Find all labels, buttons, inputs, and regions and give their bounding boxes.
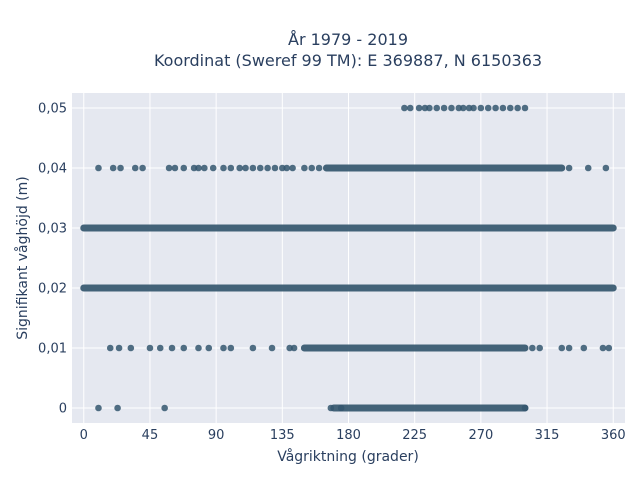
data-point [227,164,235,172]
data-point [337,404,345,412]
data-point [499,104,507,112]
chart-title-line1: År 1979 - 2019 [288,30,408,49]
data-point [602,164,610,172]
y-tick-label: 0,03 [38,222,67,237]
data-point [242,164,249,172]
data-point [401,104,408,112]
data-point [514,104,521,112]
data-point [264,164,271,172]
data-point [249,344,257,352]
data-point [584,164,592,172]
data-point [109,164,117,172]
x-tick-label: 0 [80,428,88,443]
chart-title-line2: Koordinat (Sweref 99 TM): E 369887, N 61… [154,51,542,70]
data-point [171,164,179,172]
data-point [161,404,168,412]
x-tick-label: 135 [270,428,295,443]
data-point [180,164,188,172]
x-tick-label: 360 [601,428,626,443]
x-tick-label: 270 [468,428,493,443]
data-point [165,164,173,172]
x-tick-label: 315 [535,428,560,443]
data-point [271,164,279,172]
y-tick-label: 0 [59,402,67,417]
data-point [283,164,291,172]
data-point [209,164,217,172]
data-point [236,164,243,172]
data-point [131,164,139,172]
data-point [521,104,529,112]
data-point [139,164,146,172]
data-point [268,344,276,352]
data-point [492,104,499,112]
data-point [95,404,102,412]
y-tick-label: 0,01 [38,342,67,357]
data-point [290,344,298,352]
data-point [95,164,102,172]
data-point [289,164,296,172]
data-point [470,104,477,112]
x-tick-label: 90 [208,428,225,443]
x-tick-label: 45 [142,428,159,443]
x-axis-title: Vågriktning (grader) [277,448,419,465]
data-point [536,344,543,352]
data-point [301,164,308,172]
data-point [580,344,588,352]
data-point [605,344,613,352]
data-point [484,104,492,112]
data-point [529,344,536,352]
y-tick-label: 0,04 [38,162,67,177]
data-point [415,104,423,112]
data-point [426,104,433,112]
y-axis-title: Signifikant våghöjd (m) [14,176,31,339]
data-point [205,344,213,352]
data-point [406,104,414,112]
data-point [106,344,114,352]
data-point [146,344,154,352]
data-point [115,344,123,352]
data-point [440,104,448,112]
data-point [433,104,441,112]
data-point [195,164,202,172]
data-point [565,164,573,172]
data-point [220,344,227,352]
data-point [327,404,335,412]
data-point [195,344,202,352]
data-point [117,164,124,172]
data-point [168,344,176,352]
data-point [448,104,455,112]
data-point [308,164,316,172]
data-point [459,104,467,112]
data-point [599,344,607,352]
x-tick-label: 225 [402,428,427,443]
data-point [521,404,529,412]
plot-area: 0 45 90 135 180 225 270 315 360 0 0,01 0,02 0,03 0,04… [38,93,626,443]
data-point [506,104,514,112]
data-point [156,344,164,352]
x-tick-label: 180 [336,428,361,443]
data-point [201,164,208,172]
data-point [315,164,323,172]
data-point [127,344,135,352]
y-tick-label: 0,05 [38,102,67,117]
data-point [180,344,188,352]
data-point [249,164,257,172]
data-point [477,104,485,112]
y-tick-label: 0,02 [38,282,67,297]
data-point [558,344,566,352]
data-point [220,164,227,172]
data-point [227,344,235,352]
data-point [565,344,573,352]
data-point [256,164,264,172]
data-point [114,404,121,412]
